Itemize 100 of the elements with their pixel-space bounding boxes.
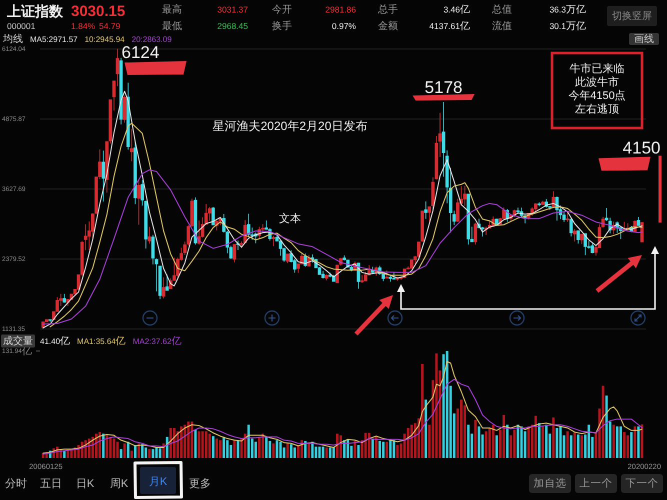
candlestick [48,318,52,322]
bar [219,440,222,458]
bar [484,431,488,458]
candlestick [495,218,498,226]
bar [95,434,98,458]
text: 加自选 [534,476,566,490]
bar [158,448,162,458]
text: 切换竖屏 [612,10,652,22]
bar [374,436,378,458]
bar [152,449,154,458]
bar [247,424,250,458]
annotation: 6124 [122,43,160,62]
text: 最高 [162,3,182,15]
bar [268,440,272,458]
text: 0.97% [332,21,356,31]
bar [382,442,385,458]
bar [322,446,324,458]
candlestick [538,202,541,207]
bar [98,432,102,458]
bar [190,422,194,458]
candlestick [286,253,290,264]
bar [442,354,445,458]
text: 4137.61亿 [429,20,470,32]
text: 流值 [492,20,512,32]
annotation: 5178 [424,78,463,97]
text: 金额 [378,20,398,32]
text: 36.3万亿 [549,4,586,15]
bar [328,447,332,458]
bar [364,432,367,458]
text: 今开 [272,3,292,15]
text: 41.40亿 [40,336,70,346]
bar [389,439,392,458]
bar [534,416,537,458]
candlestick [410,259,414,269]
legend-title: 成交量 [3,334,33,346]
text: 1.84% [71,21,96,31]
candlestick [360,274,364,284]
bar [201,431,204,458]
candlestick [321,270,325,279]
bar [495,435,498,458]
text: 日K [76,478,95,490]
bar [262,434,264,458]
bar [576,434,580,458]
candlestick [584,232,587,256]
bar [208,434,211,458]
text: 月K [148,476,168,488]
bar [144,447,148,458]
candlestick [516,207,520,214]
bar [204,431,208,458]
candlestick [420,210,424,242]
text: 10:2945.94 [84,34,126,44]
bar [371,438,374,458]
candlestick [272,236,276,246]
bar [102,434,105,458]
candlestick [392,272,396,280]
bar [180,426,183,458]
candlestick [534,202,538,214]
text: 54.79 [99,21,121,31]
candlestick [208,206,212,222]
candlestick [148,226,152,244]
bar [513,430,516,458]
bar [406,428,410,458]
bar [527,426,530,458]
text: 30.1万亿 [549,20,586,32]
bar [226,440,229,458]
bar [506,424,509,458]
bar [386,442,388,458]
bar [169,428,172,458]
bar [172,428,176,458]
text: 2968.45 [217,21,248,31]
bar [396,445,399,458]
bar [410,424,413,458]
bar [198,431,200,458]
bar [286,443,289,458]
text: 000001 [7,21,36,31]
bar [332,447,335,458]
bar [116,442,119,458]
bar [605,396,608,458]
bar [626,435,630,458]
bar [612,424,615,458]
candlestick [466,194,470,245]
bar [106,435,108,458]
candlestick [636,216,640,226]
text: 3031.37 [217,4,248,14]
candlestick [474,222,478,245]
bar [616,426,618,458]
bar [637,426,640,458]
candlestick [370,266,374,274]
bar [126,442,130,458]
bar [184,424,186,458]
annotation: 牛市已来临 [570,62,624,75]
bar [212,436,214,458]
bar [279,442,282,458]
candlestick [212,206,215,226]
candlestick [102,150,106,202]
bar [378,440,381,458]
bar [354,440,356,458]
bar [634,426,636,458]
bar [570,435,572,458]
bar [109,436,112,458]
